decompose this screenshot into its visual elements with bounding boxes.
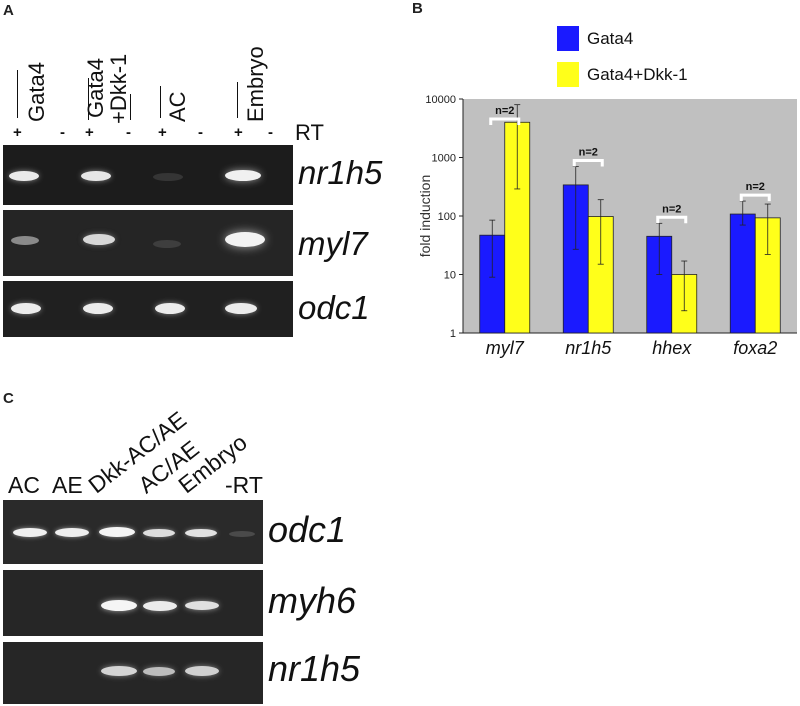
y-tick-label: 10	[444, 270, 456, 282]
gel-strip-odc1	[3, 281, 293, 337]
gel-band	[225, 303, 257, 314]
lane-label-ac: AC	[8, 472, 40, 498]
panel-label-c: C	[3, 390, 14, 407]
lane-label-gata4: Gata4	[24, 62, 49, 122]
annotation-n: n=2	[579, 147, 598, 159]
gel-strip-odc1	[3, 500, 263, 564]
y-tick-label: 1000	[432, 153, 456, 165]
annotation-n: n=2	[746, 181, 765, 193]
plus-label: +	[158, 124, 167, 141]
gel-band	[225, 232, 265, 247]
lane-separator	[17, 70, 18, 118]
gene-label-nr1h5: nr1h5	[298, 154, 383, 191]
gel-band	[81, 171, 111, 181]
gel-band	[143, 667, 175, 676]
gel-band	[229, 531, 255, 537]
gel-strip-myh6	[3, 570, 263, 636]
gel-band	[11, 236, 39, 245]
gel-band	[185, 601, 219, 610]
y-tick-label: 10000	[425, 94, 456, 106]
gene-label-odc1: odc1	[298, 289, 370, 326]
panel-label-a: A	[3, 2, 14, 19]
significance-bracket	[572, 159, 604, 167]
gel-band	[143, 601, 177, 611]
lane-label-minus-rt: -RT	[225, 472, 263, 498]
y-axis-label: fold induction	[417, 175, 433, 258]
minus-label: -	[268, 124, 273, 141]
gel-band	[185, 529, 217, 537]
lane-separator	[237, 82, 238, 118]
bar-gata4	[729, 213, 756, 334]
gel-strip-nr1h5	[3, 145, 293, 205]
minus-label: -	[126, 124, 131, 141]
x-tick-label: foxa2	[733, 338, 777, 358]
panel-label-b: B	[412, 0, 423, 17]
rt-label: RT	[295, 120, 324, 145]
x-tick-label: nr1h5	[565, 338, 612, 358]
lane-label-embryo: Embryo	[243, 46, 268, 122]
lane-label-ae: AE	[52, 472, 83, 498]
minus-label: -	[198, 124, 203, 141]
gel-band	[83, 303, 113, 314]
gel-band	[101, 600, 137, 611]
gel-band	[9, 171, 39, 181]
legend-swatch	[557, 26, 579, 51]
gel-band	[99, 527, 135, 537]
significance-bracket	[656, 215, 688, 224]
significance-bracket	[489, 117, 521, 125]
legend-label: Gata4+Dkk-1	[587, 65, 688, 84]
annotation-n: n=2	[662, 203, 681, 215]
gene-label-myl7: myl7	[298, 225, 368, 262]
plus-label: +	[85, 124, 94, 141]
minus-label: -	[60, 124, 65, 141]
plus-label: +	[13, 124, 22, 141]
legend-label: Gata4	[587, 29, 633, 48]
gel-band	[13, 528, 47, 537]
gel-band	[143, 529, 175, 537]
lane-label-dkk1: +Dkk-1	[106, 53, 131, 124]
lane-separator	[88, 78, 89, 120]
gene-label-nr1h5: nr1h5	[268, 648, 361, 689]
significance-bracket	[739, 193, 771, 202]
gel-band	[185, 666, 219, 676]
gel-strip-myl7	[3, 210, 293, 276]
lane-separator	[160, 86, 161, 118]
fold-induction-chart: Gata4 Gata4+Dkk-1 1 10 100 1000 10000 fold ind…	[417, 26, 797, 358]
lane-separator	[130, 94, 131, 120]
gel-band	[153, 173, 183, 181]
gel-band	[55, 528, 89, 537]
gene-label-odc1: odc1	[268, 509, 347, 550]
x-tick-label: hhex	[652, 338, 692, 358]
gel-band	[101, 666, 137, 676]
y-tick-label: 1	[450, 328, 456, 340]
gene-label-myh6: myh6	[268, 580, 357, 621]
lane-label-ac: AC	[165, 91, 190, 122]
gel-band	[11, 303, 41, 314]
gel-band	[83, 234, 115, 245]
legend-swatch	[557, 62, 579, 87]
gel-strip-nr1h5	[3, 642, 263, 704]
y-tick-label: 100	[438, 211, 456, 223]
annotation-n: n=2	[495, 105, 514, 117]
gel-band	[155, 303, 185, 314]
gel-band	[225, 170, 261, 181]
gel-band	[153, 240, 181, 248]
x-tick-label: myl7	[486, 338, 525, 358]
plus-label: +	[234, 124, 243, 141]
